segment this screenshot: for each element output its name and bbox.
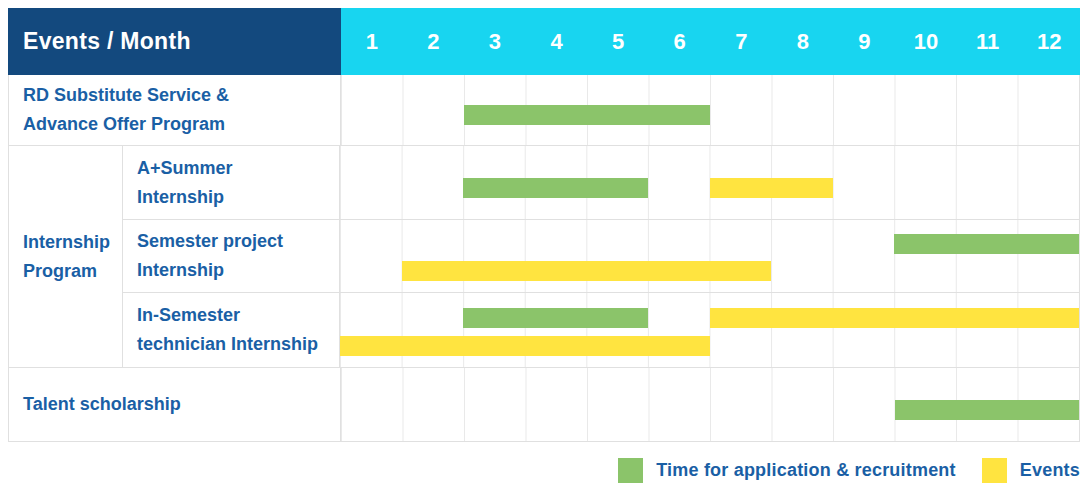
event-bar bbox=[340, 336, 710, 356]
table-header-row: Events / Month 1 2 3 4 5 6 7 8 9 10 11 1… bbox=[8, 8, 1080, 75]
application-bar bbox=[894, 234, 1079, 254]
month-header-4: 4 bbox=[526, 8, 588, 75]
month-header-3: 3 bbox=[464, 8, 526, 75]
row-label-a-plus-summer: A+Summer Internship bbox=[123, 146, 340, 219]
month-header-5: 5 bbox=[587, 8, 649, 75]
timeline-cell-talent-scholarship bbox=[341, 368, 1079, 441]
month-header-11: 11 bbox=[957, 8, 1019, 75]
row-label-in-semester-technician: In-Semester technician Internship bbox=[123, 293, 340, 367]
legend-label-application: Time for application & recruitment bbox=[656, 460, 956, 481]
legend-label-events: Events bbox=[1020, 460, 1080, 481]
month-axis: 1 2 3 4 5 6 7 8 9 10 11 12 bbox=[341, 8, 1080, 75]
application-swatch-icon bbox=[618, 458, 643, 483]
month-header-1: 1 bbox=[341, 8, 403, 75]
month-header-8: 8 bbox=[772, 8, 834, 75]
event-bar bbox=[710, 308, 1080, 328]
table-row: A+Summer Internship bbox=[123, 146, 1079, 219]
month-header-9: 9 bbox=[834, 8, 896, 75]
legend-item-application: Time for application & recruitment bbox=[618, 458, 956, 483]
event-swatch-icon bbox=[982, 458, 1007, 483]
internship-program-group: Internship Program A+Summer Internship S… bbox=[9, 145, 1079, 367]
internship-sub-rows: A+Summer Internship Semester project Int… bbox=[123, 146, 1079, 367]
month-header-10: 10 bbox=[895, 8, 957, 75]
row-label-talent-scholarship: Talent scholarship bbox=[9, 368, 341, 441]
application-bar bbox=[464, 105, 710, 125]
timeline-cell-a-plus-summer bbox=[340, 146, 1079, 219]
timeline-cell-in-semester-technician bbox=[340, 293, 1079, 367]
application-bar bbox=[895, 400, 1080, 420]
group-label-internship-program: Internship Program bbox=[9, 146, 123, 367]
application-bar bbox=[463, 178, 648, 198]
month-header-6: 6 bbox=[649, 8, 711, 75]
event-bar bbox=[710, 178, 833, 198]
month-header-2: 2 bbox=[403, 8, 465, 75]
month-header-12: 12 bbox=[1018, 8, 1080, 75]
table-body: RD Substitute Service & Advance Offer Pr… bbox=[8, 75, 1080, 442]
legend-item-events: Events bbox=[982, 458, 1080, 483]
row-label-rd-substitute: RD Substitute Service & Advance Offer Pr… bbox=[9, 75, 341, 145]
timeline-cell-semester-project bbox=[340, 220, 1079, 292]
events-month-header: Events / Month bbox=[8, 8, 341, 75]
events-month-table: Events / Month 1 2 3 4 5 6 7 8 9 10 11 1… bbox=[8, 8, 1080, 440]
table-row: Semester project Internship bbox=[123, 219, 1079, 292]
table-row: RD Substitute Service & Advance Offer Pr… bbox=[9, 75, 1079, 145]
row-label-semester-project: Semester project Internship bbox=[123, 220, 340, 292]
table-row: In-Semester technician Internship bbox=[123, 292, 1079, 367]
table-row: Talent scholarship bbox=[9, 367, 1079, 441]
gantt-chart: Events / Month 1 2 3 4 5 6 7 8 9 10 11 1… bbox=[0, 0, 1080, 494]
month-header-7: 7 bbox=[710, 8, 772, 75]
timeline-cell-rd-substitute bbox=[341, 75, 1079, 145]
legend: Time for application & recruitment Event… bbox=[618, 458, 1080, 483]
application-bar bbox=[463, 308, 648, 328]
event-bar bbox=[402, 261, 772, 281]
